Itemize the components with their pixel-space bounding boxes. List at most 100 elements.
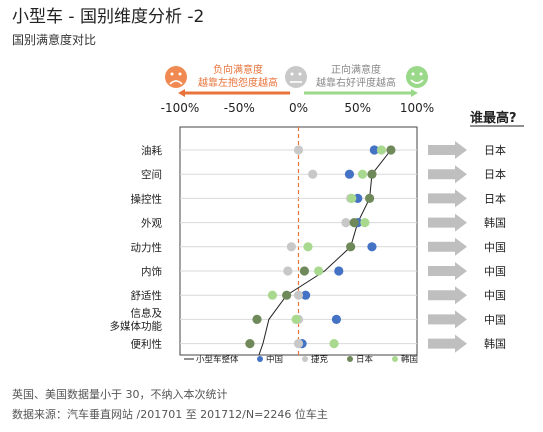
positive-label-2: 越靠右好评度越高	[316, 76, 396, 89]
category-label: 便利性	[131, 338, 163, 351]
data-point	[367, 242, 377, 252]
winner-label: 日本	[484, 191, 506, 205]
result-arrow	[428, 262, 467, 280]
x-tick-label: 100%	[400, 101, 434, 115]
result-arrow	[428, 189, 467, 208]
legend-label: 捷克	[311, 354, 329, 365]
category-label: 空间	[141, 168, 162, 181]
data-point	[299, 266, 310, 276]
result-arrow	[428, 213, 467, 232]
data-point	[267, 290, 278, 300]
data-point	[293, 145, 304, 155]
page-title: 小型车 - 国别维度分析 -2	[12, 7, 204, 27]
legend-dot-swatch	[347, 356, 353, 362]
winner-label: 中国	[484, 289, 506, 302]
legend-label: 韩国	[401, 354, 418, 365]
category-label-line: 油耗	[141, 144, 162, 157]
data-point	[293, 290, 304, 300]
data-point	[303, 242, 313, 252]
result-arrow	[428, 310, 467, 329]
result-arrow	[428, 141, 467, 159]
category-label: 舒适性	[131, 289, 163, 302]
legend-label: 小型车整体	[196, 354, 239, 365]
category-label-line: 内饰	[141, 265, 162, 278]
category-label-line: 空间	[141, 168, 162, 181]
data-point	[344, 169, 355, 179]
x-tick-label: -50%	[224, 101, 255, 115]
sad-face-icon	[165, 66, 187, 88]
happy-face-icon	[406, 66, 428, 88]
category-label-line: 外观	[141, 218, 162, 230]
scale-header: 负向满意度 越靠左抱怨度越高 正向满意度 越靠右好评度越高	[165, 60, 430, 98]
data-point	[349, 218, 359, 228]
winner-label: 韩国	[484, 337, 506, 351]
data-point	[346, 242, 356, 252]
category-label-line: 操控性	[131, 192, 163, 205]
data-point	[386, 145, 396, 155]
negative-label-2: 越靠左抱怨度越高	[198, 76, 278, 89]
data-point	[341, 218, 351, 228]
chart-legend: 小型车整体 中国 捷克 日本 韩国	[184, 354, 418, 365]
data-point	[331, 314, 342, 324]
data-point	[301, 290, 311, 300]
data-point	[252, 314, 262, 324]
data-point	[334, 266, 344, 276]
footnote-1: 英国、美国数据量小于 30，不纳入本次统计	[12, 387, 228, 401]
data-point	[314, 266, 324, 276]
overall-series-line	[258, 149, 392, 356]
x-tick-label: 0%	[289, 101, 308, 115]
winner-label: 中国	[484, 241, 506, 254]
data-point	[369, 145, 379, 155]
data-point	[365, 193, 375, 203]
category-label-line: 动力性	[131, 241, 163, 254]
winner-label: 日本	[484, 167, 506, 181]
result-arrow	[428, 286, 467, 305]
legend-label: 日本	[356, 354, 374, 365]
winner-label: 中国	[484, 313, 506, 326]
data-point	[329, 339, 339, 349]
result-arrow	[428, 237, 467, 256]
winner-label: 韩国	[484, 216, 506, 230]
legend-label: 中国	[266, 354, 283, 365]
category-label: 外观	[141, 218, 162, 230]
category-label-line: 多媒体功能	[110, 319, 163, 332]
data-point	[347, 193, 357, 203]
data-point	[308, 169, 318, 179]
result-arrow	[428, 165, 467, 184]
negative-arrow	[178, 89, 290, 97]
footnote-2: 数据来源：汽车垂直网站 /201701 至 201712/N=2246 位车主	[12, 407, 328, 421]
winner-label: 日本	[484, 143, 506, 157]
category-label: 油耗	[141, 144, 162, 157]
category-label-line: 便利性	[131, 338, 163, 351]
data-point	[291, 314, 301, 324]
negative-label-1: 负向满意度	[213, 63, 263, 76]
category-label: 内饰	[141, 265, 162, 278]
data-point	[360, 218, 370, 228]
data-point	[282, 290, 292, 300]
legend-dot-swatch	[392, 356, 398, 362]
page-subtitle: 国别满意度对比	[12, 32, 96, 47]
chart-points	[245, 145, 396, 349]
data-point	[367, 169, 377, 179]
result-arrow	[428, 334, 467, 353]
category-label-line: 舒适性	[131, 289, 163, 302]
data-point	[376, 145, 387, 155]
data-point	[357, 169, 368, 179]
data-point	[283, 266, 293, 276]
winner-label: 中国	[484, 265, 506, 278]
x-tick-labels: -100% -50% 0% 50% 100%	[161, 101, 434, 115]
data-point	[293, 339, 304, 349]
data-point	[286, 242, 296, 252]
category-label: 动力性	[131, 241, 163, 254]
result-column-title: 谁最高?	[470, 110, 517, 126]
neutral-face-icon	[285, 66, 307, 88]
category-label: 信息及多媒体功能	[110, 306, 163, 332]
legend-dot-swatch	[302, 356, 308, 362]
overall-line-tail	[258, 343, 264, 356]
x-tick-label: 50%	[344, 101, 371, 115]
data-point	[245, 339, 255, 349]
category-label-line: 信息及	[131, 306, 163, 319]
